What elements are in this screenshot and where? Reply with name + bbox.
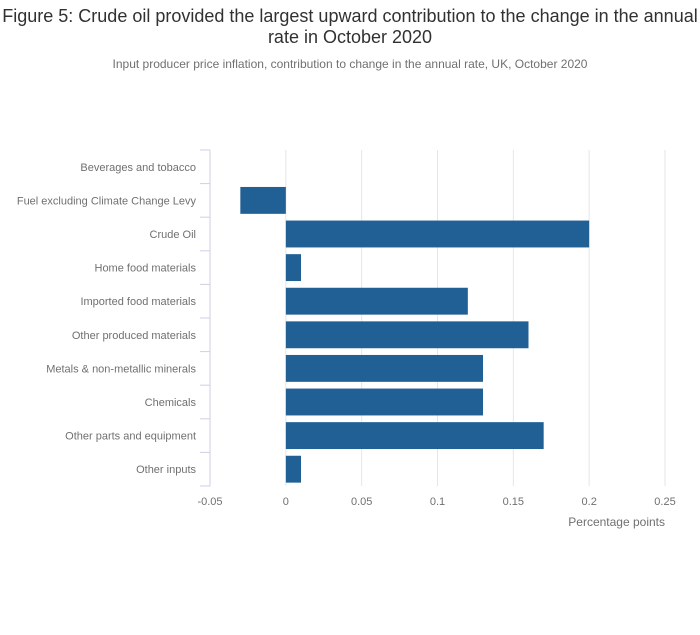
- x-tick-label: -0.05: [197, 496, 222, 508]
- bar[interactable]: [285, 388, 483, 416]
- chart-title: Figure 5: Crude oil provided the largest…: [2, 6, 698, 47]
- bars: [240, 186, 590, 483]
- x-tick-label: 0.1: [430, 496, 445, 508]
- bar[interactable]: [240, 186, 286, 214]
- x-tick-label: 0.05: [351, 496, 372, 508]
- category-label: Other produced materials: [72, 330, 197, 342]
- bar[interactable]: [285, 422, 544, 450]
- category-label: Other parts and equipment: [65, 431, 196, 443]
- bar[interactable]: [285, 254, 301, 282]
- category-label: Home food materials: [95, 263, 197, 275]
- category-label: Metals & non-metallic minerals: [46, 363, 196, 375]
- category-label: Beverages and tobacco: [80, 162, 196, 174]
- bar[interactable]: [285, 220, 590, 248]
- bar[interactable]: [285, 354, 483, 382]
- bar[interactable]: [285, 321, 529, 349]
- category-label: Crude Oil: [150, 229, 196, 241]
- category-label: Fuel excluding Climate Change Levy: [17, 195, 197, 207]
- bar[interactable]: [285, 287, 468, 315]
- category-label: Other inputs: [136, 464, 196, 476]
- x-tick-label: 0: [283, 496, 289, 508]
- bar[interactable]: [285, 455, 301, 483]
- x-tick-label: 0.2: [582, 496, 597, 508]
- x-tick-label: 0.15: [503, 496, 524, 508]
- axes: -0.05 0 0.05 0.1 0.15 0.2 0.25 Beverages and to…: [17, 149, 676, 508]
- category-label: Imported food materials: [80, 296, 196, 308]
- x-axis-title: Percentage points: [568, 515, 665, 529]
- category-label: Chemicals: [145, 397, 197, 409]
- chart-subtitle: Input producer price inflation, contribu…: [112, 57, 588, 71]
- x-tick-label: 0.25: [654, 496, 675, 508]
